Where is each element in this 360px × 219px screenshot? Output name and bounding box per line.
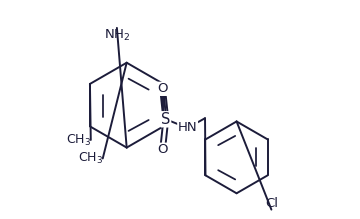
Text: O: O: [157, 143, 168, 156]
Text: CH$_3$: CH$_3$: [78, 151, 103, 166]
Text: S: S: [161, 112, 171, 127]
Text: CH$_3$: CH$_3$: [66, 132, 91, 148]
Text: HN: HN: [178, 122, 197, 134]
Text: Cl: Cl: [265, 197, 278, 210]
Text: O: O: [157, 82, 168, 95]
Text: NH$_2$: NH$_2$: [104, 28, 130, 43]
